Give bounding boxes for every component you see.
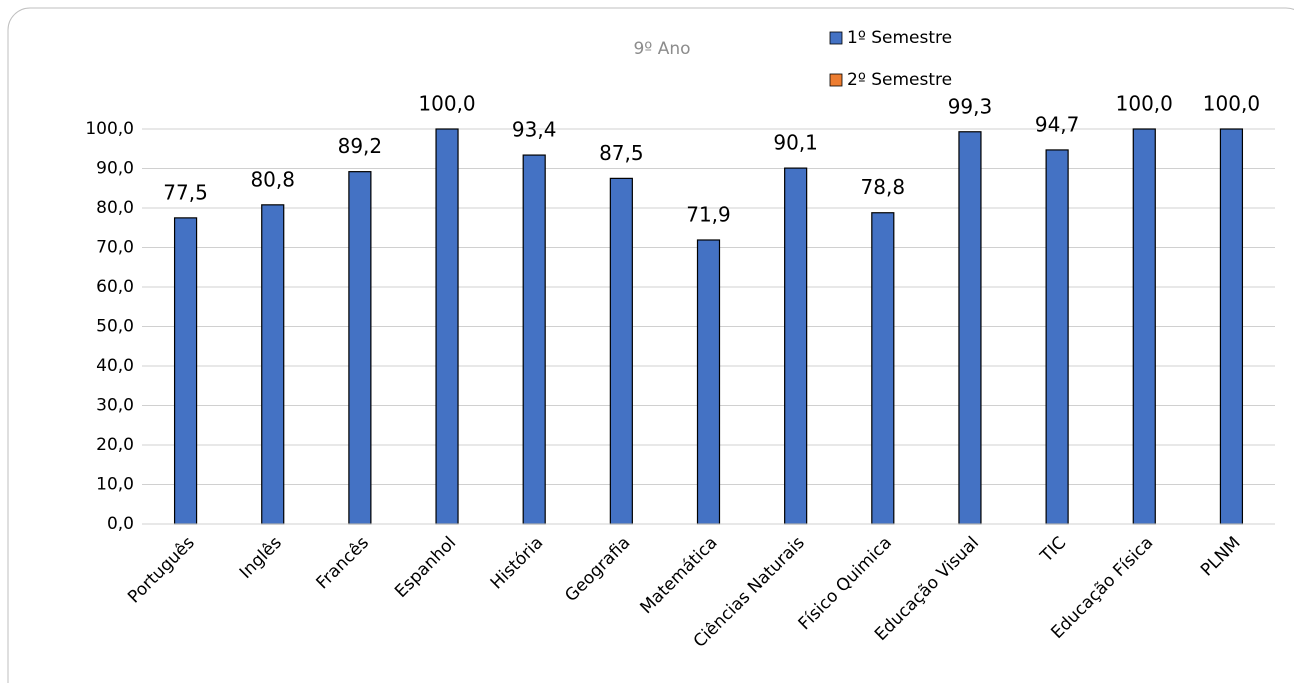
y-tick-label: 80,0 <box>96 198 134 218</box>
legend-swatch <box>829 31 843 45</box>
value-label: 80,8 <box>250 167 295 191</box>
value-label: 100,0 <box>418 92 475 116</box>
value-label: 100,0 <box>1203 92 1260 116</box>
y-tick-label: 40,0 <box>96 356 134 376</box>
y-tick-label: 30,0 <box>96 396 134 416</box>
bar <box>348 171 372 525</box>
bar <box>1132 128 1156 525</box>
y-tick-label: 50,0 <box>96 317 134 337</box>
bar <box>435 128 459 525</box>
bar <box>1219 128 1244 525</box>
bar <box>784 167 808 525</box>
y-tick-label: 90,0 <box>96 159 134 179</box>
chart-title: 9º Ano <box>633 39 690 59</box>
bar <box>609 177 633 525</box>
bar <box>696 239 721 525</box>
y-tick-label: 20,0 <box>96 435 134 455</box>
value-label: 100,0 <box>1116 92 1173 116</box>
value-label: 89,2 <box>338 134 383 158</box>
y-tick-label: 10,0 <box>96 475 134 495</box>
bar <box>1045 149 1069 525</box>
bar <box>958 131 982 525</box>
y-tick-label: 0,0 <box>107 514 134 534</box>
legend-label: 2º Semestre <box>847 70 952 90</box>
value-label: 93,4 <box>512 118 557 142</box>
value-label: 78,8 <box>861 175 906 199</box>
value-label: 77,5 <box>163 180 208 204</box>
bar <box>173 217 198 525</box>
legend-swatch <box>829 73 843 87</box>
y-tick-label: 70,0 <box>96 238 134 258</box>
bar <box>522 154 546 525</box>
legend-label: 1º Semestre <box>847 28 952 48</box>
value-label: 87,5 <box>599 141 644 165</box>
bar <box>871 212 895 525</box>
value-label: 90,1 <box>773 131 818 155</box>
value-label: 71,9 <box>686 202 731 226</box>
y-tick-label: 60,0 <box>96 277 134 297</box>
value-label: 94,7 <box>1035 112 1080 136</box>
value-label: 99,3 <box>948 94 993 118</box>
y-tick-label: 100,0 <box>85 119 134 139</box>
bar <box>261 204 285 525</box>
